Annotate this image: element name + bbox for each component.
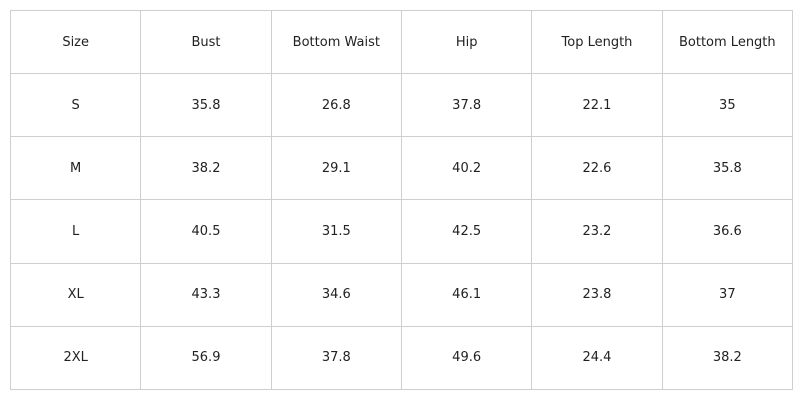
value-cell: 22.6 (531, 136, 663, 201)
size-cell: M (9, 136, 142, 201)
value-cell: 43.3 (140, 262, 272, 327)
header-cell: Bust (140, 9, 272, 75)
value-cell: 24.4 (531, 325, 663, 391)
value-cell: 36.6 (661, 199, 794, 264)
value-cell: 42.5 (400, 199, 533, 264)
table-row: M 38.2 29.1 40.2 22.6 35.8 (9, 136, 794, 201)
value-cell: 29.1 (270, 136, 402, 201)
value-cell: 31.5 (270, 199, 402, 264)
value-cell: 23.8 (531, 262, 663, 327)
size-table: Size Bust Bottom Waist Hip Top Length Bottom … (9, 9, 794, 391)
header-cell: Top Length (531, 9, 663, 75)
size-chart: Size Bust Bottom Waist Hip Top Length Bottom … (9, 9, 794, 391)
size-cell: XL (9, 262, 142, 327)
value-cell: 23.2 (531, 199, 663, 264)
value-cell: 34.6 (270, 262, 402, 327)
value-cell: 37.8 (400, 73, 533, 138)
header-cell: Hip (400, 9, 533, 75)
size-cell: S (9, 73, 142, 138)
value-cell: 22.1 (531, 73, 663, 138)
table-row: 2XL 56.9 37.8 49.6 24.4 38.2 (9, 325, 794, 391)
value-cell: 56.9 (140, 325, 272, 391)
header-cell: Bottom Waist (270, 9, 402, 75)
value-cell: 40.2 (400, 136, 533, 201)
value-cell: 35.8 (140, 73, 272, 138)
size-cell: 2XL (9, 325, 142, 391)
value-cell: 35 (661, 73, 794, 138)
value-cell: 40.5 (140, 199, 272, 264)
table-row: XL 43.3 34.6 46.1 23.8 37 (9, 262, 794, 327)
value-cell: 38.2 (140, 136, 272, 201)
table-row: S 35.8 26.8 37.8 22.1 35 (9, 73, 794, 138)
value-cell: 35.8 (661, 136, 794, 201)
value-cell: 26.8 (270, 73, 402, 138)
header-cell: Size (9, 9, 142, 75)
value-cell: 46.1 (400, 262, 533, 327)
header-cell: Bottom Length (661, 9, 794, 75)
size-cell: L (9, 199, 142, 264)
value-cell: 49.6 (400, 325, 533, 391)
value-cell: 37.8 (270, 325, 402, 391)
value-cell: 38.2 (661, 325, 794, 391)
header-row: Size Bust Bottom Waist Hip Top Length Bottom … (9, 9, 794, 75)
table-row: L 40.5 31.5 42.5 23.2 36.6 (9, 199, 794, 264)
value-cell: 37 (661, 262, 794, 327)
